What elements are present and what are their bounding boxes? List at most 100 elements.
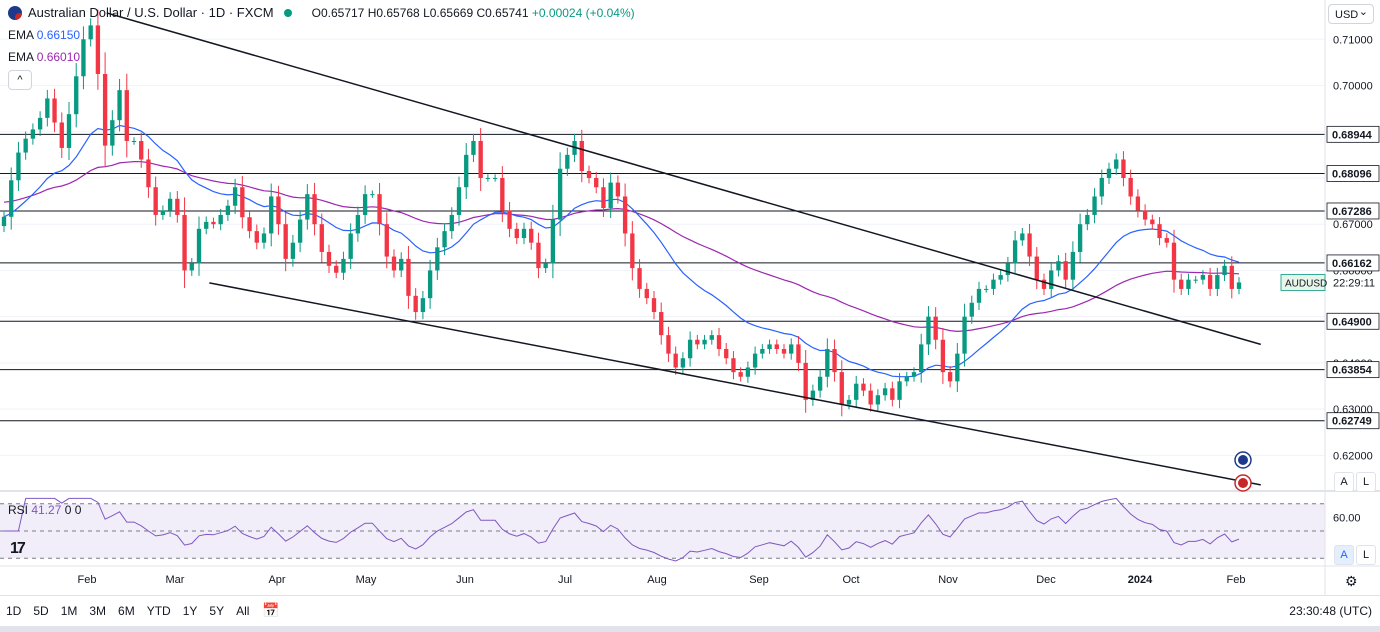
candle [1222,259,1227,282]
countdown: 22:29:11 [1333,277,1375,289]
range-button-3m[interactable]: 3M [89,604,107,618]
candle-body [88,25,93,40]
candle [557,152,563,236]
candle [261,227,267,249]
price-level-label: 0.63854 [1332,365,1373,377]
candle [326,244,332,273]
candle-body [427,270,433,299]
candle-body [550,219,556,264]
candle-body [557,168,563,220]
candle [1092,188,1097,224]
candle [218,208,223,231]
log-scale-button[interactable]: L [1356,472,1376,492]
candle [312,182,317,236]
low-value: L0.65669 [423,5,474,20]
candle-body [1121,159,1126,178]
ema-slow-legend[interactable]: EMA 0.66010 [8,50,80,64]
candle-body [608,182,613,209]
ema-fast-legend[interactable]: EMA 0.66150 [8,28,80,42]
aud-usd-flag-icon [8,5,22,20]
candle-body [131,140,137,142]
candle [485,174,491,182]
candle-body [781,349,787,354]
candle [1207,267,1213,297]
candle [319,213,324,263]
candle-body [478,140,483,178]
candle-body [695,339,700,345]
rsi-legend[interactable]: RSI 41.27 0 0 [8,503,81,517]
candle [1114,153,1119,175]
candle-body [529,228,534,243]
candle [1135,189,1141,218]
candle [16,141,21,191]
candle [810,384,816,406]
candle-body [326,251,332,266]
tradingview-logo[interactable]: 17 [10,540,26,557]
candle [543,258,548,273]
candle [175,191,180,223]
range-button-5d[interactable]: 5D [33,604,49,618]
candle-body [66,114,72,148]
currency-selector[interactable]: USD [1328,2,1374,24]
utc-clock[interactable]: 23:30:48 (UTC) [1289,604,1372,618]
time-tick: Mar [166,574,185,586]
time-tick: Sep [749,574,769,586]
candle [521,222,527,245]
candle-body [1186,279,1191,289]
collapse-legend-button[interactable]: ^ [8,70,32,90]
symbol-title[interactable]: Australian Dollar / U.S. Dollar · 1D · F… [28,5,274,20]
candle-body [1142,210,1148,220]
candle [1128,169,1133,205]
range-button-5y[interactable]: 5Y [209,604,225,618]
candle-body [456,187,462,215]
candle [919,333,924,383]
candle-body [565,154,570,169]
calendar-icon[interactable]: 📅 [262,602,280,618]
rsi-auto-scale-button[interactable]: A [1334,545,1354,565]
candle [124,73,129,158]
candle-body [543,263,548,269]
candle [854,375,859,408]
candle-body [716,335,722,350]
range-button-1y[interactable]: 1Y [182,604,198,618]
candle-body [1041,279,1047,289]
settings-gear-icon[interactable]: ⚙ [1345,573,1358,589]
candle [160,205,166,220]
candle [1056,255,1061,277]
range-button-ytd[interactable]: YTD [146,604,171,618]
price-chart[interactable]: 0.710000.700000.690000.680000.670000.660… [0,0,1380,595]
rsi-log-scale-button[interactable]: L [1356,545,1376,565]
range-button-1d[interactable]: 1D [6,604,22,618]
candle-body [362,194,368,215]
aud-event-flag-icon-inner [1238,455,1248,465]
price-level-box [1326,165,1380,182]
candle [536,232,541,279]
candle [102,52,108,168]
range-button-all[interactable]: All [236,604,250,618]
candle [81,26,86,90]
range-button-1m[interactable]: 1M [60,604,78,618]
candle-body [507,210,512,229]
candle-body [449,214,454,232]
range-button-6m[interactable]: 6M [118,604,135,618]
countdown-box [1328,274,1380,291]
time-tick: 2024 [1128,574,1153,586]
candle-body [1179,279,1184,289]
candle-body [247,217,252,232]
candle-body [760,349,765,354]
candle [565,147,570,176]
candle [1070,241,1076,291]
candle [579,129,584,183]
candle-body [687,339,693,359]
price-level-box [1326,254,1380,272]
candle [341,251,346,280]
time-tick: Dec [1036,574,1056,586]
candle [146,148,151,198]
price-level-box [1326,312,1380,330]
auto-scale-button[interactable]: A [1334,472,1354,492]
candle [74,63,79,128]
candle [355,206,361,242]
candle-body [225,205,231,215]
candle [825,338,830,388]
candle [1121,151,1126,187]
